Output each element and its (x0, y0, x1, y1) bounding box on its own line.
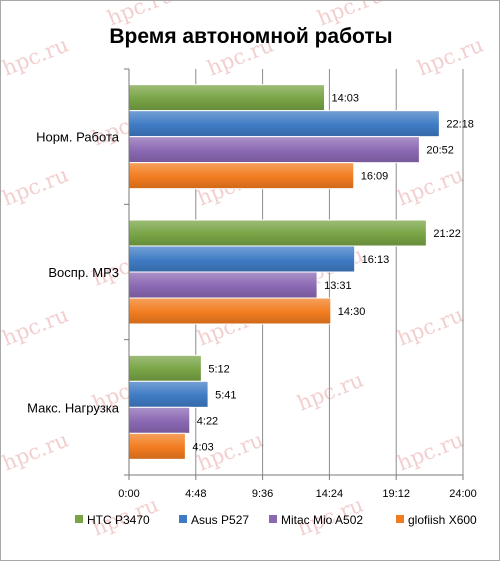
data-label-2-3: 4:03 (192, 441, 213, 453)
watermark-text-4: hpc.ru (414, 33, 487, 81)
data-label-2-2: 4:22 (197, 415, 218, 427)
x-tick-label-2: 9:36 (252, 488, 273, 500)
x-tick-label-5: 24:00 (449, 488, 477, 500)
x-tick-label-1: 4:48 (185, 488, 206, 500)
x-tick-label-4: 19:12 (382, 488, 410, 500)
watermark-text-12: hpc.ru (1, 303, 72, 351)
axes: 0:00 4:48 9:36 14:24 19:12 24:00 Норм. Работа В… (27, 68, 477, 500)
bar-1-2 (128, 271, 318, 299)
data-label-0-2: 20:52 (426, 145, 454, 157)
bar-1-1 (128, 245, 356, 273)
bar-2-1 (128, 380, 209, 408)
legend-swatch-3 (396, 515, 404, 523)
legend-label-1: Asus P527 (191, 513, 249, 527)
watermark-text-19: hpc.ru (394, 428, 467, 476)
legend-swatch-1 (179, 515, 187, 523)
data-label-2-0: 5:12 (208, 363, 229, 375)
data-label-0-1: 22:18 (446, 119, 474, 131)
data-label-1-3: 14:30 (338, 306, 366, 318)
bar-2-2 (128, 406, 191, 434)
bar-0-2 (128, 136, 420, 164)
data-label-0-0: 14:03 (332, 93, 360, 105)
bar-1-3 (128, 297, 332, 325)
bar-0-1 (128, 110, 440, 138)
legend-swatch-2 (269, 515, 277, 523)
legend-label-2: Mitac Mio A502 (281, 513, 363, 527)
category-label-0: Норм. Работа (36, 130, 120, 145)
x-tick-label-0: 0:00 (118, 488, 139, 500)
data-label-1-1: 16:13 (362, 254, 390, 266)
bar-2-0 (128, 354, 202, 382)
watermark-text-17: hpc.ru (1, 428, 72, 476)
legend-swatch-0 (75, 515, 83, 523)
data-label-2-1: 5:41 (215, 389, 236, 401)
bars: 14:03 22:18 20:52 16:09 21:22 16:13 13:31 14:30… (128, 84, 474, 460)
legend: HTC P3470 Asus P527 Mitac Mio A502 glofiish… (75, 513, 477, 527)
data-label-0-3: 16:09 (361, 171, 389, 183)
bar-1-0 (128, 219, 427, 247)
legend-label-0: HTC P3470 (87, 513, 150, 527)
chart-title: Время автономной работы (109, 25, 392, 48)
category-label-1: Воспр. MP3 (48, 265, 119, 280)
watermark-text-7: hpc.ru (1, 163, 72, 211)
legend-label-3: glofiish X600 (408, 513, 477, 527)
watermark-text-2: hpc.ru (1, 33, 72, 81)
x-tick-label-3: 14:24 (316, 488, 344, 500)
watermark-text-16: hpc.ru (294, 368, 367, 416)
watermark-text-9: hpc.ru (394, 163, 467, 211)
watermark-text-14: hpc.ru (394, 303, 467, 351)
bar-0-3 (128, 162, 355, 190)
bar-2-3 (128, 432, 186, 460)
category-label-2: Макс. Нагрузка (27, 400, 120, 415)
data-label-1-0: 21:22 (433, 228, 461, 240)
data-label-1-2: 13:31 (324, 280, 352, 292)
bar-0-0 (128, 84, 326, 112)
